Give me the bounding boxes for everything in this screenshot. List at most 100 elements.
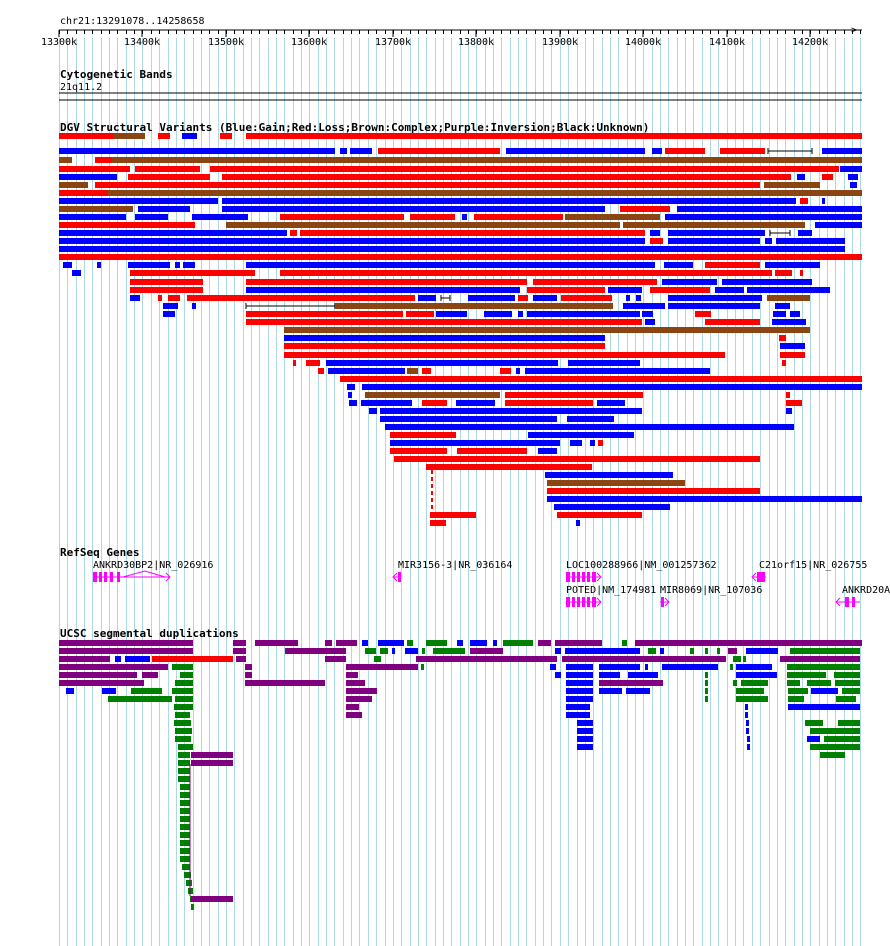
segdup-feature <box>577 736 593 742</box>
segdup-feature <box>730 664 733 670</box>
segdup-feature <box>115 656 121 662</box>
dgv-variant <box>765 238 772 244</box>
segdup-feature <box>746 648 778 654</box>
segdup-feature <box>728 648 737 654</box>
dgv-variant <box>668 238 760 244</box>
dgv-variant <box>822 148 862 154</box>
dgv-variant <box>620 206 670 212</box>
dgv-features[interactable] <box>59 133 862 526</box>
dgv-variant <box>506 148 645 154</box>
ruler-tick-label: 13300k <box>41 37 77 48</box>
dgv-variant <box>668 295 762 301</box>
dgv-variant <box>422 368 431 374</box>
dgv-variant <box>623 222 805 228</box>
gene-exon <box>572 572 575 582</box>
segdup-feature <box>184 872 191 878</box>
dgv-variant <box>361 400 412 406</box>
dgv-variant <box>590 440 595 446</box>
dgv-variant <box>767 295 810 301</box>
segdup-feature <box>834 672 860 678</box>
segdup-feature <box>180 672 193 678</box>
gene-models[interactable] <box>93 570 860 607</box>
dgv-variant <box>567 416 614 422</box>
segdup-feature <box>380 648 388 654</box>
segdup-feature <box>336 640 357 646</box>
gene-label-ankrd20a[interactable]: ANKRD20A <box>842 585 890 596</box>
dgv-variant <box>561 295 612 301</box>
segdup-feature <box>626 688 650 694</box>
dgv-variant <box>158 295 162 301</box>
segdup-feature <box>421 664 424 670</box>
segdup-feature <box>178 768 190 774</box>
segdup-feature <box>538 640 551 646</box>
segdup-feature <box>717 648 720 654</box>
dgv-variant <box>394 456 760 462</box>
dgv-variant <box>407 368 418 374</box>
dgv-variant <box>59 148 335 154</box>
dgv-variant <box>59 198 218 204</box>
dgv-variant <box>135 214 168 220</box>
dgv-variant <box>72 270 81 276</box>
ruler-ticks: 13300k 13400k 13500k 13600k 13700k 13800k 1390… <box>41 30 828 48</box>
gene-label-c21orf15[interactable]: C21orf15|NR_026755 <box>759 560 867 571</box>
segdup-feature <box>635 640 862 646</box>
dgv-variant <box>410 214 455 220</box>
dgv-variant <box>557 512 642 518</box>
dgv-variant <box>95 182 760 188</box>
dgv-variant <box>365 392 500 398</box>
dgv-variant <box>59 166 130 172</box>
segdup-feature <box>555 672 561 678</box>
segdup-feature <box>566 664 593 670</box>
segdup-feature <box>805 720 823 726</box>
dgv-track: DGV Structural Variants (Blue:Gain;Red:L… <box>59 121 862 526</box>
gene-label-mir8069[interactable]: MIR8069|NR_107036 <box>660 585 762 596</box>
dgv-variant <box>300 230 645 236</box>
segdup-feature <box>550 664 556 670</box>
segdup-feature <box>565 648 640 654</box>
dgv-variant <box>418 295 436 301</box>
segdup-feature <box>174 720 191 726</box>
dgv-variant <box>705 262 760 268</box>
segdup-feature <box>180 800 190 806</box>
dgv-variant <box>326 360 558 366</box>
segdup-feature <box>325 656 346 662</box>
gene-exon <box>582 597 585 607</box>
dgv-variant <box>349 400 357 406</box>
segdup-feature <box>648 648 656 654</box>
segdup-feature <box>59 640 193 646</box>
gene-label-mir3156-3[interactable]: MIR3156-3|NR_036164 <box>398 560 512 571</box>
segdup-feature <box>182 864 190 870</box>
segdup-feature <box>180 840 190 846</box>
gene-label-poted[interactable]: POTED|NM_174981 <box>566 585 656 596</box>
gene-exon <box>577 572 580 582</box>
gene-exon <box>592 597 596 607</box>
gene-label-loc100288966[interactable]: LOC100288966|NM_001257362 <box>566 560 717 571</box>
dgv-variant <box>645 319 655 325</box>
segdup-feature <box>186 880 192 886</box>
segdup-features[interactable] <box>59 640 862 910</box>
dgv-variant <box>527 287 605 293</box>
gene-exon <box>398 572 401 582</box>
gene-strand-arrow-icon <box>596 572 602 582</box>
dgv-variant <box>63 262 72 268</box>
gene-label-ankrd30bp2[interactable]: ANKRD30BP2|NR_026916 <box>93 560 213 571</box>
dgv-variant <box>642 311 653 317</box>
ruler-tick-label: 13700k <box>375 37 411 48</box>
gene-exon <box>852 597 855 607</box>
ruler: chr21:13291078..14258658 13300k 13400k 135… <box>41 16 862 48</box>
dgv-variant <box>636 295 641 301</box>
segdup-feature <box>285 648 346 654</box>
segdup-feature <box>705 688 708 694</box>
segdup-feature <box>180 816 190 822</box>
dgv-variant <box>662 279 717 285</box>
dgv-variant <box>59 190 108 196</box>
dgv-variant <box>665 214 862 220</box>
dgv-variant <box>775 270 792 276</box>
dgv-variant <box>130 279 203 285</box>
dgv-variant <box>776 238 845 244</box>
segdup-feature <box>577 728 593 734</box>
segdup-feature <box>66 688 74 694</box>
dgv-variant <box>192 214 248 220</box>
gene-exon <box>845 597 849 607</box>
gene-strand-arrow-icon <box>392 572 398 582</box>
